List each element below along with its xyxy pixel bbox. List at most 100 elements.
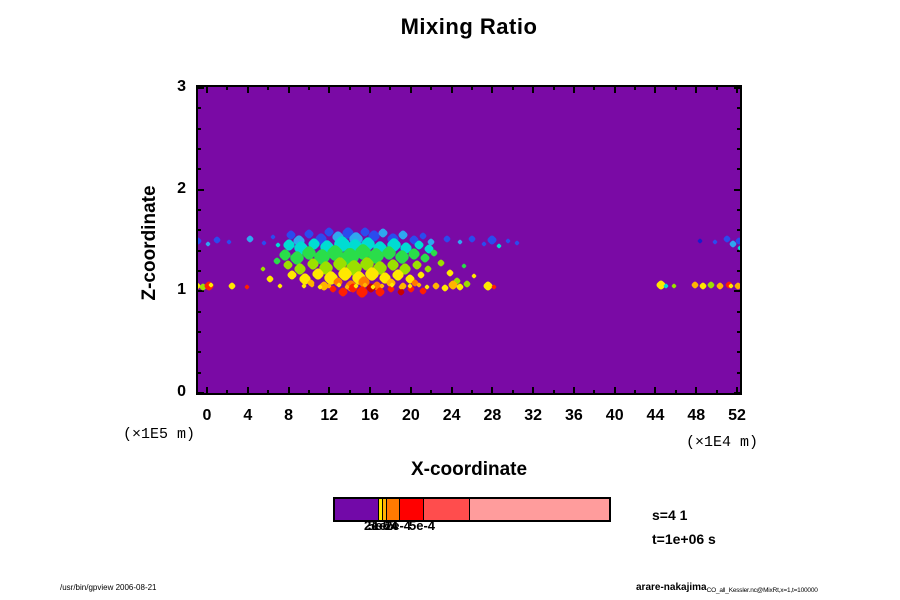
colorbar-segment <box>400 499 424 520</box>
data-point <box>445 268 454 278</box>
axis-tick <box>737 208 742 211</box>
axis-tick <box>593 390 596 395</box>
data-point <box>481 240 488 247</box>
data-point <box>212 235 222 244</box>
data-point <box>196 236 203 245</box>
axis-tick <box>737 147 742 150</box>
axis-tick <box>737 330 742 333</box>
colorbar-tick-label: 5e-4 <box>408 518 436 533</box>
axis-tick <box>430 390 433 395</box>
x-axis-title: X-coordinate <box>410 459 528 480</box>
chart-title: Mixing Ratio <box>400 14 538 39</box>
data-point <box>733 281 742 291</box>
data-point <box>205 240 211 247</box>
data-point <box>699 281 708 291</box>
data-point <box>277 283 284 290</box>
axis-tick <box>470 390 473 395</box>
axis-tick <box>552 85 555 90</box>
axis-tick <box>196 290 204 293</box>
axis-tick <box>196 208 201 211</box>
y-tick-label: 2 <box>177 179 186 197</box>
axis-tick <box>552 390 555 395</box>
footer-source-file: CO_all_Kessler.nc@MixRt,x=1,t=100000 <box>706 587 818 594</box>
axis-tick <box>450 85 453 93</box>
axis-tick <box>196 330 201 333</box>
y-tick-label: 3 <box>177 77 186 95</box>
data-point <box>270 234 277 241</box>
axis-tick <box>470 85 473 90</box>
axis-tick <box>246 387 249 395</box>
axis-tick <box>593 85 596 90</box>
data-point <box>491 284 498 291</box>
axis-tick <box>674 85 677 90</box>
data-point <box>697 237 704 244</box>
axis-tick <box>287 387 290 395</box>
axis-tick <box>246 85 249 93</box>
axis-tick <box>196 86 204 89</box>
axis-tick <box>734 392 742 394</box>
axis-tick <box>409 85 412 93</box>
axis-tick <box>674 390 677 395</box>
data-point <box>430 248 439 257</box>
axis-tick <box>287 85 290 93</box>
data-point <box>715 281 724 291</box>
axis-tick <box>206 387 208 395</box>
colorbar-tick-label: 2e-5 <box>363 518 391 533</box>
data-point <box>418 232 428 241</box>
data-point <box>495 242 502 249</box>
data-point <box>437 258 446 268</box>
annotation-s: s=4 1 <box>652 507 688 523</box>
colorbar <box>333 497 611 522</box>
data-point <box>706 280 715 290</box>
axis-tick <box>654 387 657 395</box>
axis-tick <box>267 390 270 395</box>
axis-tick <box>328 387 331 395</box>
axis-tick <box>196 168 201 171</box>
axis-tick <box>737 269 742 272</box>
axis-tick <box>737 371 742 374</box>
axis-tick <box>369 85 372 93</box>
axis-tick <box>532 387 535 395</box>
axis-tick <box>206 85 208 93</box>
axis-tick <box>196 147 201 150</box>
annotation-t: t=1e+06 s <box>652 531 716 547</box>
x-axis-unit: (×1E4 m) <box>685 434 758 451</box>
data-point <box>374 286 386 298</box>
axis-tick <box>613 387 616 395</box>
axis-tick <box>572 85 575 93</box>
axis-tick <box>196 107 201 110</box>
axis-tick <box>196 392 204 394</box>
x-tick-label: 12 <box>320 407 339 424</box>
x-tick-label: 16 <box>361 407 379 424</box>
colorbar-tick-label: 2e-4 <box>384 518 412 533</box>
axis-tick <box>348 85 351 90</box>
data-point <box>411 259 423 271</box>
x-tick-label: 48 <box>687 407 706 424</box>
data-point <box>423 264 433 274</box>
axis-tick <box>307 85 310 90</box>
data-point <box>260 266 266 272</box>
axis-tick <box>196 371 201 374</box>
data-point <box>265 274 275 284</box>
plot-area <box>196 85 742 395</box>
axis-tick <box>735 85 738 93</box>
data-point <box>300 283 307 290</box>
axis-tick <box>196 127 201 130</box>
axis-tick <box>715 85 718 90</box>
axis-tick <box>226 85 229 90</box>
axis-tick <box>389 85 392 90</box>
data-point <box>227 281 236 291</box>
data-point <box>275 241 282 248</box>
axis-tick <box>409 387 412 395</box>
axis-tick <box>532 85 535 93</box>
footer-source: arare-nakajimaCO_all_Kessler.nc@MixRt,x=… <box>636 582 818 594</box>
axis-tick <box>715 390 718 395</box>
axis-tick <box>634 85 637 90</box>
axis-tick <box>654 85 657 93</box>
colorbar-segment <box>383 499 387 520</box>
data-point <box>432 281 441 291</box>
x-tick-label: 52 <box>728 407 746 424</box>
data-point <box>711 238 718 245</box>
x-tick-label: 0 <box>202 407 212 424</box>
y-axis-unit: (×1E5 m) <box>122 426 195 443</box>
